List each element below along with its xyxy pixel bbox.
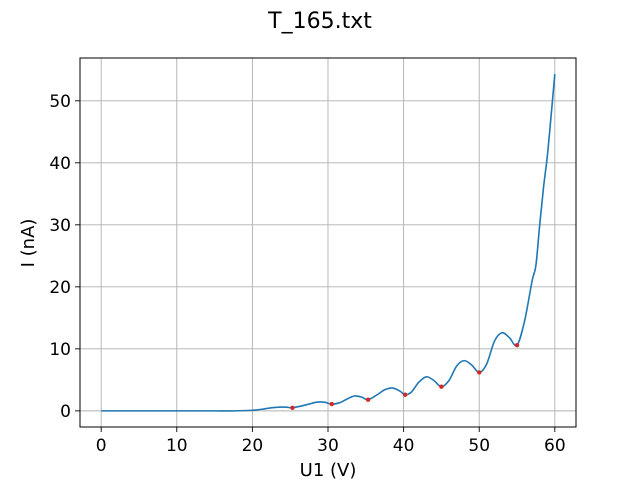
x-tick-label: 60 <box>544 436 566 456</box>
y-tick-label: 0 <box>60 402 71 422</box>
y-tick-label: 20 <box>49 278 71 298</box>
grid <box>80 58 576 427</box>
y-tick-label: 30 <box>49 216 71 236</box>
x-tick-label: 0 <box>96 436 107 456</box>
y-axis-ticks: 0 10 20 30 40 50 <box>49 92 80 422</box>
y-tick-label: 50 <box>49 92 71 112</box>
valley-marker <box>514 342 520 348</box>
valley-marker <box>290 405 295 410</box>
chart-title: T_165.txt <box>267 9 372 34</box>
x-tick-label: 50 <box>468 436 490 456</box>
plot-frame <box>79 57 577 428</box>
x-tick-label: 40 <box>393 436 415 456</box>
x-tick-label: 30 <box>317 436 339 456</box>
y-axis-label: I (nA) <box>18 219 39 268</box>
y-tick-label: 10 <box>49 340 71 360</box>
valley-markers <box>290 342 520 410</box>
valley-marker <box>365 397 371 402</box>
valley-marker <box>477 370 482 375</box>
valley-marker <box>439 384 444 389</box>
valley-marker <box>402 392 408 397</box>
y-tick-label: 40 <box>49 154 71 174</box>
x-tick-label: 20 <box>242 436 264 456</box>
x-axis-label: U1 (V) <box>300 460 357 480</box>
x-axis-ticks: 0 10 20 30 40 50 60 <box>96 427 566 456</box>
valley-marker <box>329 401 334 407</box>
x-tick-label: 10 <box>166 436 188 456</box>
